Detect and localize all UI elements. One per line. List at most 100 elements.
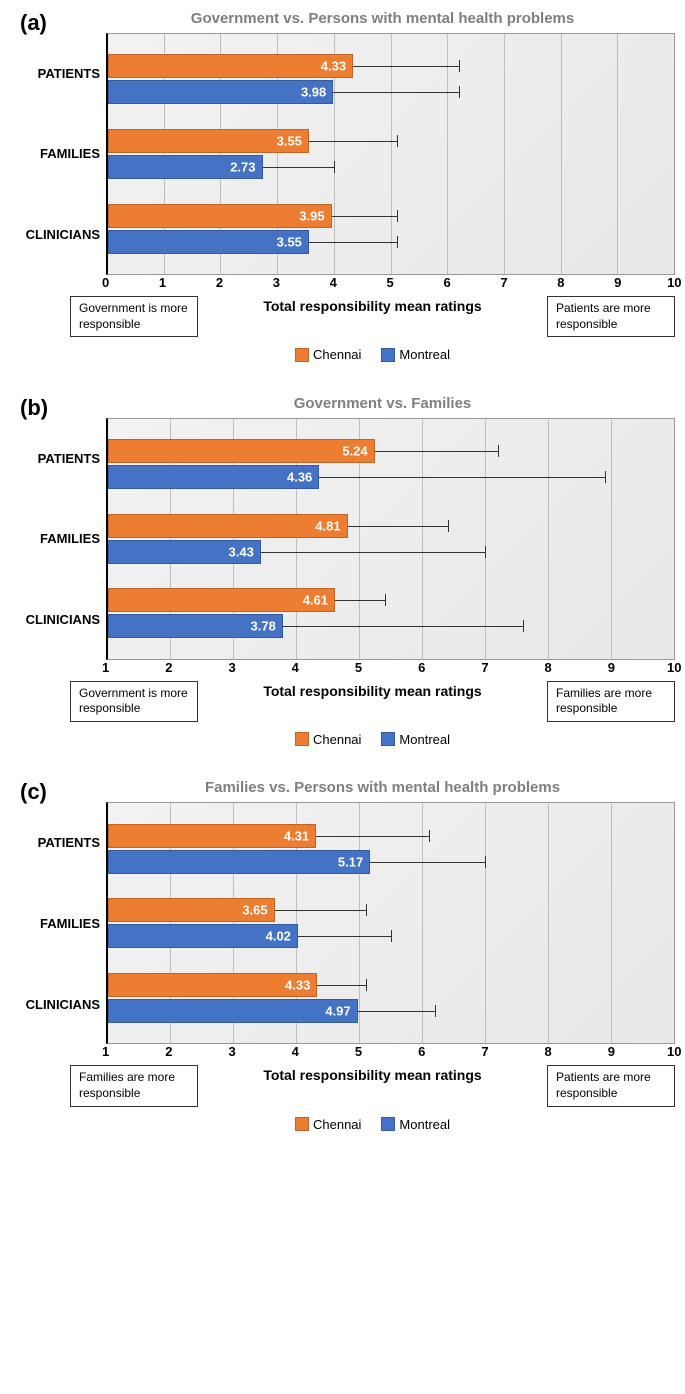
error-cap <box>498 445 499 457</box>
x-tick: 6 <box>418 1044 481 1059</box>
error-bar <box>358 1011 435 1012</box>
bar-value-label: 4.97 <box>325 1004 350 1019</box>
plot-region: 5.24 4.36 4.81 3.43 4.61 3.78 <box>106 418 675 660</box>
x-axis: 12345678910 <box>106 660 675 675</box>
bar-montreal: 3.43 <box>108 540 261 564</box>
bar-chennai: 3.55 <box>108 129 309 153</box>
bar-group: 4.81 3.43 <box>108 506 674 572</box>
legend-swatch <box>381 732 395 746</box>
right-anchor-box: Patients are more responsible <box>547 1065 675 1106</box>
x-tick: 0 <box>102 275 159 290</box>
chart-panel: (b)Government vs. FamiliesPATIENTSFAMILI… <box>10 395 675 750</box>
category-label: PATIENTS <box>10 425 100 491</box>
x-tick: 7 <box>481 1044 544 1059</box>
error-bar <box>375 451 498 452</box>
chart-area: PATIENTSFAMILIESCLINICIANS4.315.173.654.… <box>10 802 675 1044</box>
chart-panel: (c)Families vs. Persons with mental heal… <box>10 779 675 1134</box>
bar-value-label: 3.55 <box>277 133 302 148</box>
bar-montreal: 3.98 <box>108 80 333 104</box>
error-cap <box>397 236 398 248</box>
x-axis: 012345678910 <box>106 275 675 290</box>
bar-chennai: 4.81 <box>108 514 348 538</box>
error-bar <box>261 552 486 553</box>
bar-montreal: 4.36 <box>108 465 319 489</box>
bar-wrap: 4.81 <box>108 514 674 538</box>
legend-label: Montreal <box>399 1117 450 1132</box>
legend-item-montreal: Montreal <box>381 732 450 747</box>
x-tick: 6 <box>443 275 500 290</box>
x-tick: 4 <box>292 1044 355 1059</box>
chart-title: Government vs. Families <box>10 395 675 412</box>
bar-wrap: 3.55 <box>108 230 674 254</box>
bar-wrap: 3.78 <box>108 614 674 638</box>
bar-montreal: 4.02 <box>108 924 298 948</box>
x-tick: 9 <box>608 660 671 675</box>
bar-group: 3.65 4.02 <box>108 890 674 956</box>
bar-value-label: 4.33 <box>285 978 310 993</box>
error-cap <box>448 520 449 532</box>
error-bar <box>319 477 605 478</box>
bar-group: 4.33 3.98 <box>108 46 674 112</box>
error-bar <box>263 167 335 168</box>
x-axis-title: Total responsibility mean ratings <box>208 681 537 699</box>
bar-value-label: 4.02 <box>266 929 291 944</box>
category-label: FAMILIES <box>10 890 100 956</box>
bar-wrap: 4.33 <box>108 973 674 997</box>
bar-wrap: 4.02 <box>108 924 674 948</box>
bar-value-label: 4.31 <box>284 828 309 843</box>
y-axis-labels: PATIENTSFAMILIESCLINICIANS <box>10 33 106 275</box>
bar-value-label: 5.24 <box>342 444 367 459</box>
bar-montreal: 4.97 <box>108 999 358 1023</box>
bar-wrap: 5.24 <box>108 439 674 463</box>
bar-wrap: 4.31 <box>108 824 674 848</box>
bar-group: 4.33 4.97 <box>108 965 674 1031</box>
error-bar <box>370 862 485 863</box>
bar-chennai: 4.61 <box>108 588 335 612</box>
x-tick: 7 <box>481 660 544 675</box>
error-bar <box>348 526 448 527</box>
bar-montreal: 2.73 <box>108 155 263 179</box>
legend-swatch <box>381 1117 395 1131</box>
legend: ChennaiMontreal <box>70 1117 675 1135</box>
bar-group: 4.31 5.17 <box>108 816 674 882</box>
bar-value-label: 3.43 <box>229 544 254 559</box>
legend-item-chennai: Chennai <box>295 732 361 747</box>
legend: Chennai Montreal <box>70 732 675 750</box>
error-cap <box>391 930 392 942</box>
category-label: CLINICIANS <box>10 586 100 652</box>
bar-chennai: 3.65 <box>108 898 275 922</box>
bar-group: 5.24 4.36 <box>108 431 674 497</box>
bar-group: 3.953.55 <box>108 196 674 262</box>
x-axis-title: Total responsibility mean ratings <box>208 1065 537 1083</box>
bar-value-label: 4.61 <box>303 593 328 608</box>
x-axis-title: Total responsibility mean ratings <box>208 296 537 314</box>
bar-group: 3.55 2.73 <box>108 121 674 187</box>
x-tick: 6 <box>418 660 481 675</box>
x-tick: 1 <box>102 1044 165 1059</box>
bar-value-label: 4.33 <box>321 59 346 74</box>
bar-wrap: 4.33 <box>108 54 674 78</box>
error-bar <box>333 92 459 93</box>
bars-container: 4.33 3.98 3.55 2.73 3.953.55 <box>108 34 674 274</box>
x-tick: 3 <box>228 660 291 675</box>
legend-label: Chennai <box>313 347 361 362</box>
legend-item-montreal: Montreal <box>381 347 450 362</box>
bar-value-label: 3.55 <box>277 234 302 249</box>
bar-wrap: 5.17 <box>108 850 674 874</box>
bar-chennai: 4.31 <box>108 824 316 848</box>
chart-area: PATIENTSFAMILIESCLINICIANS 4.33 3.98 3.55 2.… <box>10 33 675 275</box>
error-cap <box>485 546 486 558</box>
error-bar <box>283 626 523 627</box>
error-cap <box>366 904 367 916</box>
x-tick: 5 <box>355 660 418 675</box>
x-tick: 2 <box>165 660 228 675</box>
bar-value-label: 3.65 <box>242 903 267 918</box>
bar-value-label: 5.17 <box>338 854 363 869</box>
panel-letter: (a) <box>20 10 47 36</box>
category-label: FAMILIES <box>10 506 100 572</box>
bar-value-label: 4.36 <box>287 470 312 485</box>
x-tick: 5 <box>355 1044 418 1059</box>
error-cap <box>334 161 335 173</box>
x-tick: 1 <box>159 275 216 290</box>
chart-title: Government vs. Persons with mental healt… <box>10 10 675 27</box>
